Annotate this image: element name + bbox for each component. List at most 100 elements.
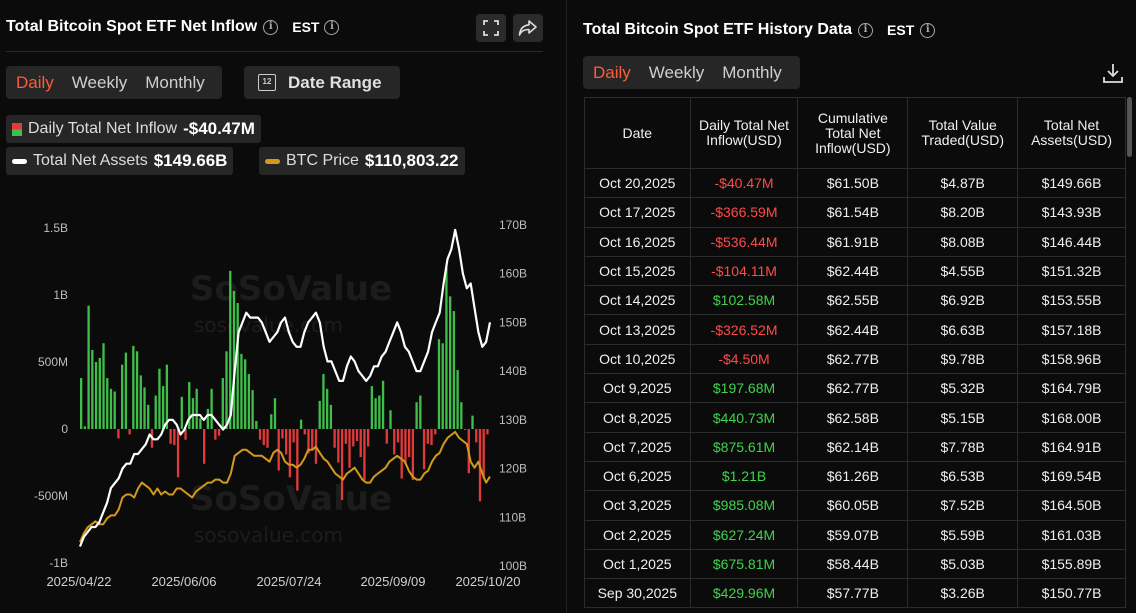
inflow-bar[interactable] <box>225 351 228 429</box>
inflow-bar[interactable] <box>441 343 444 429</box>
inflow-bar[interactable] <box>195 388 198 429</box>
inflow-bar[interactable] <box>426 429 429 444</box>
inflow-bar[interactable] <box>337 429 340 463</box>
inflow-bar[interactable] <box>143 387 146 429</box>
table-scrollbar[interactable] <box>1127 97 1132 157</box>
table-row[interactable]: Oct 6,2025 $1.21B $61.26B $6.53B $169.54B <box>584 460 1126 492</box>
inflow-bar[interactable] <box>326 388 329 429</box>
inflow-bar[interactable] <box>307 429 310 454</box>
inflow-bar[interactable] <box>482 429 485 479</box>
inflow-bar[interactable] <box>303 429 306 435</box>
col-date[interactable]: Date <box>584 97 691 169</box>
inflow-bar[interactable] <box>109 388 113 429</box>
inflow-bar[interactable] <box>258 429 262 440</box>
inflow-bar[interactable] <box>419 395 422 430</box>
inflow-bar[interactable] <box>415 402 418 429</box>
table-row[interactable]: Oct 16,2025 -$536.44M $61.91B $8.08B $146.44… <box>584 226 1126 257</box>
inflow-bar[interactable] <box>98 357 101 429</box>
inflow-bar[interactable] <box>285 429 288 455</box>
inflow-bar[interactable] <box>288 429 292 478</box>
inflow-bar[interactable] <box>408 429 411 458</box>
inflow-bar[interactable] <box>165 364 169 429</box>
inflow-bar[interactable] <box>121 364 124 429</box>
inflow-bar[interactable] <box>87 305 90 429</box>
table-row[interactable]: Oct 17,2025 -$366.59M $61.54B $8.20B $143.93… <box>584 197 1126 228</box>
inflow-bar[interactable] <box>355 429 359 442</box>
inflow-bar[interactable] <box>296 429 299 491</box>
inflow-bar[interactable] <box>367 429 370 447</box>
inflow-bar[interactable] <box>437 339 441 429</box>
inflow-bar[interactable] <box>214 429 217 440</box>
inflow-bar[interactable] <box>180 396 183 429</box>
tab-monthly[interactable]: Monthly <box>145 72 205 92</box>
inflow-bar[interactable] <box>340 429 344 501</box>
inflow-bar[interactable] <box>430 429 433 446</box>
inflow-bar[interactable] <box>322 374 325 429</box>
inflow-bar[interactable] <box>344 429 347 444</box>
table-row[interactable]: Oct 10,2025 -$4.50M $62.77B $9.78B $158.96B <box>584 343 1126 375</box>
inflow-bar[interactable] <box>352 429 355 447</box>
inflow-bar[interactable] <box>393 429 396 455</box>
history-tab-weekly[interactable]: Weekly <box>648 62 705 82</box>
table-row[interactable]: Oct 8,2025 $440.73M $62.58B $5.15B $168.00B <box>584 402 1126 433</box>
inflow-bar[interactable] <box>266 429 269 448</box>
table-row[interactable]: Oct 14,2025 $102.58M $62.55B $6.92B $153.55B <box>584 285 1126 316</box>
inflow-bar[interactable] <box>363 429 366 480</box>
inflow-bar[interactable] <box>262 429 265 446</box>
inflow-bar[interactable] <box>463 429 467 430</box>
inflow-bar[interactable] <box>102 343 105 429</box>
download-icon[interactable] <box>1102 62 1124 84</box>
history-tab-daily[interactable]: Daily <box>593 62 631 82</box>
btc-price-line[interactable] <box>79 430 491 543</box>
inflow-bar[interactable] <box>236 303 239 429</box>
inflow-bar[interactable] <box>348 429 351 468</box>
inflow-bar[interactable] <box>232 290 236 429</box>
inflow-bar[interactable] <box>169 429 172 444</box>
inflow-bar[interactable] <box>176 429 180 478</box>
inflow-bar[interactable] <box>132 345 135 429</box>
inflow-bar[interactable] <box>210 388 213 429</box>
inflow-bar[interactable] <box>255 420 258 429</box>
inflow-bar[interactable] <box>270 414 273 429</box>
inflow-bar[interactable] <box>281 429 284 439</box>
net-inflow-chart[interactable]: SoSoValuesosovalue.comSoSoValuesosovalue… <box>0 200 560 613</box>
inflow-bar[interactable] <box>299 419 303 429</box>
inflow-bar[interactable] <box>292 429 295 443</box>
inflow-bar[interactable] <box>449 296 452 429</box>
inflow-bar[interactable] <box>135 351 139 429</box>
inflow-bar[interactable] <box>460 402 463 429</box>
inflow-bar[interactable] <box>154 395 157 430</box>
col-daily-inflow[interactable]: Daily Total Net Inflow(USD) <box>689 97 799 169</box>
inflow-bar[interactable] <box>221 378 224 429</box>
inflow-bar[interactable] <box>311 429 314 451</box>
inflow-bar[interactable] <box>251 390 254 429</box>
inflow-bar[interactable] <box>471 415 474 429</box>
inflow-bar[interactable] <box>117 429 120 439</box>
tab-daily[interactable]: Daily <box>16 72 54 92</box>
inflow-bar[interactable] <box>456 370 459 429</box>
col-value-traded[interactable]: Total Value Traded(USD) <box>907 97 1019 169</box>
history-table-wrap[interactable]: Date Daily Total Net Inflow(USD) Cumulat… <box>584 97 1126 613</box>
inflow-bar[interactable] <box>124 352 128 429</box>
inflow-bar[interactable] <box>273 398 277 429</box>
table-row[interactable]: Oct 1,2025 $675.81M $58.44B $5.03B $155.89B <box>584 548 1126 580</box>
inflow-bar[interactable] <box>128 429 131 435</box>
table-row[interactable]: Sep 30,2025 $429.96M $57.77B $3.26B $150.77B <box>584 578 1126 609</box>
inflow-bar[interactable] <box>247 374 251 429</box>
inflow-bar[interactable] <box>378 395 381 430</box>
inflow-bar[interactable] <box>404 429 407 464</box>
history-tab-monthly[interactable]: Monthly <box>722 62 782 82</box>
history-timezone-info-icon[interactable]: i <box>920 22 936 38</box>
table-row[interactable]: Oct 15,2025 -$104.11M $62.44B $4.55B $151.32… <box>584 255 1126 287</box>
inflow-bar[interactable] <box>374 398 377 429</box>
table-row[interactable]: Oct 20,2025 -$40.47M $61.50B $4.87B $149.66B <box>584 167 1126 199</box>
fullscreen-button[interactable] <box>476 14 506 42</box>
inflow-bar[interactable] <box>158 368 161 429</box>
inflow-bar[interactable] <box>147 404 150 429</box>
info-icon[interactable]: i <box>263 19 279 35</box>
inflow-bar[interactable] <box>240 353 243 429</box>
inflow-bar[interactable] <box>94 362 98 429</box>
share-button[interactable] <box>513 14 543 42</box>
inflow-bar[interactable] <box>370 386 374 429</box>
inflow-bar[interactable] <box>173 429 176 446</box>
